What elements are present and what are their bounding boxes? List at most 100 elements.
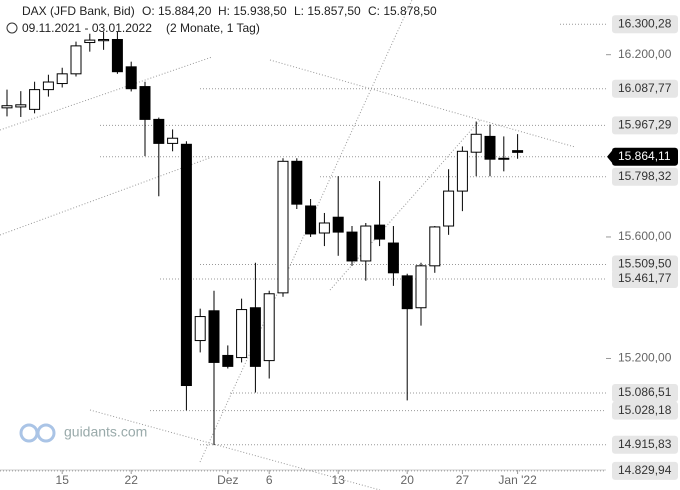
candle [332,176,344,256]
price-badge-label: 16.087,77 [618,81,672,95]
candle-body [305,205,317,235]
price-badge [612,15,678,34]
watermark-logo [19,423,56,443]
candle [153,117,165,197]
candle-body [484,135,496,160]
candle [305,198,317,237]
price-badge-label: 15.798,32 [618,169,672,183]
price-badge-label: 15.967,29 [618,118,672,132]
candle [70,41,82,77]
candle [236,298,248,363]
chart-title: DAX (JFD Bank, Bid) [22,4,135,18]
candle-body [512,150,524,153]
candle [29,81,41,114]
candle [263,290,275,379]
candle [125,61,137,92]
period: (2 Monate, 1 Tag) [166,21,260,35]
candle-body [42,81,54,91]
price-badge-label: 15.028,18 [618,403,672,417]
candle-body [167,137,179,144]
candle-body [498,157,510,160]
candle-body [84,39,96,44]
candle [387,226,399,286]
y-tick-label: 16.200,00 [618,47,672,61]
candle [249,262,261,393]
candle-body [125,66,137,90]
candle-body [249,307,261,367]
watermark: guidants.com [64,424,147,440]
price-badge-label: 15.509,50 [618,257,672,271]
price-badge-label: 15.086,51 [618,385,672,399]
candle [167,129,179,152]
y-tick-label: 15.200,00 [618,351,672,365]
x-tick-label: Jan '22 [498,473,537,487]
price-badge [612,79,678,98]
price-badge [612,269,678,288]
trend-lines [0,0,576,490]
candle [401,273,413,401]
candle [429,226,441,273]
price-badge-label: 15.864,11 [618,149,671,163]
candle-body [56,73,68,85]
candle-body [277,160,289,294]
candle [318,212,330,247]
price-badge-label: 15.461,77 [618,271,672,285]
candle-body [443,190,455,227]
x-tick-label: 15 [56,473,70,487]
candle [443,169,455,235]
candle [374,181,386,247]
price-badge [612,435,678,454]
candle [98,31,110,50]
candle [42,74,54,97]
ohlc-label: O: 15.884,20 [142,4,212,18]
candle [470,121,482,177]
candle-body [374,224,386,240]
price-badge [612,461,678,480]
candle-body [291,160,303,205]
candle-body [194,316,206,342]
ohlc-label: H: 15.938,50 [218,4,287,18]
price-badge [612,147,678,166]
candle [111,31,123,74]
price-badge-label: 14.915,83 [618,437,672,451]
x-tick-label: 20 [401,473,415,487]
candle-body [387,242,399,274]
candle-body [332,216,344,233]
x-tick-label: Dez [217,473,238,487]
price-badge [612,401,678,420]
price-badge [612,116,678,135]
candle [512,134,524,159]
candle-body [15,104,27,108]
candle [346,226,358,266]
candle [208,290,220,446]
price-badge [612,383,678,402]
candle [15,91,27,117]
candle [277,158,289,297]
candle [498,136,510,172]
candle-body [208,310,220,363]
candle-body [29,89,41,110]
x-tick-label: 13 [332,473,346,487]
candle-body [153,118,165,144]
candle [291,158,303,210]
candle [360,222,372,281]
date-range: 09.11.2021 - 03.01.2022 [22,21,152,35]
candle-body [318,222,330,234]
candle-body [263,293,275,362]
candle-body [111,38,123,73]
candle-body [236,309,248,359]
candle [180,141,192,411]
clock-icon [6,22,18,34]
candle-body [1,105,13,109]
candle-body [98,38,110,42]
candle [56,67,68,88]
ohlc-label: L: 15.857,50 [294,4,361,18]
candle [222,345,234,369]
price-badge-label: 16.300,28 [618,16,672,30]
candle-body [456,150,468,192]
candle [139,81,151,157]
candle-body [401,275,413,310]
candle [1,89,13,117]
candle [415,262,427,326]
